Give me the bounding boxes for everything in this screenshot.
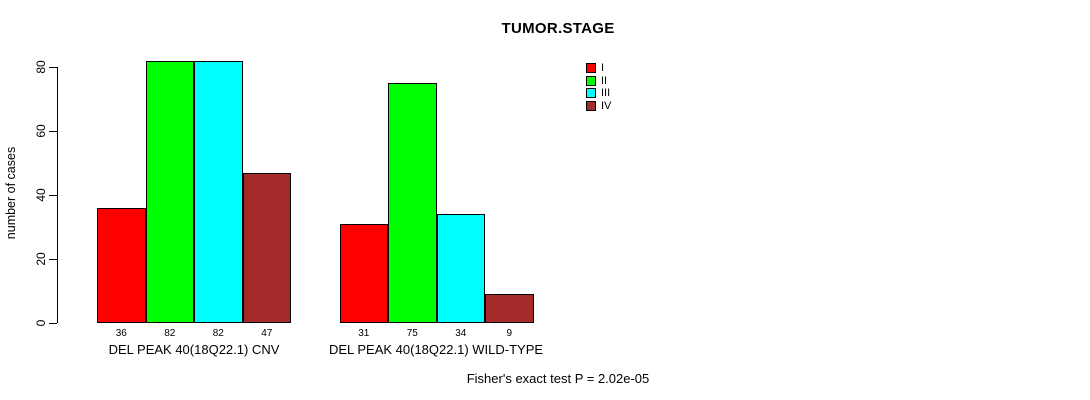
bar-value-label: 75 [406,328,418,339]
y-tick-mark [49,259,57,260]
y-tick-mark [49,323,57,324]
bar-stage-iv [242,172,291,323]
bar-stage-iii [436,214,485,323]
legend-item-stage-1: I [586,62,611,74]
legend-item-stage-2: II [586,74,611,87]
legend-swatch-icon [586,63,596,73]
chart-title: TUMOR.STAGE [501,20,615,37]
legend-swatch-icon [586,75,596,86]
legend-swatch-icon [586,88,596,98]
y-tick-label: 20 [34,252,48,266]
bar-value-label: 34 [455,328,467,339]
legend-label: I [601,62,605,74]
bar-stage-ii [145,60,194,323]
bar-value-label: 82 [164,328,176,339]
legend-label: II [601,74,608,87]
y-axis-label: number of cases [4,146,18,240]
bar-value-label: 36 [115,328,127,339]
bar-value-label: 82 [212,328,224,339]
x-group-label-cnv: DEL PEAK 40(18Q22.1) CNV [108,342,280,357]
bar-stage-i [339,223,388,323]
fisher-test-annotation: Fisher's exact test P = 2.02e-05 [466,371,650,386]
bar-value-label: 47 [261,328,273,339]
y-axis-line [57,67,58,323]
legend-item-stage-4: IV [586,99,612,112]
y-tick-label: 0 [34,319,48,327]
legend-label: IV [601,99,612,112]
bar-stage-iv [485,294,534,323]
y-tick-mark [49,195,57,196]
y-tick-mark [49,67,57,68]
bar-value-label: 9 [506,328,513,339]
y-tick-mark [49,131,57,132]
bar-stage-ii [388,83,437,323]
legend: I II III IV [586,63,611,111]
legend-item-stage-3: III [586,87,611,99]
bar-stage-i [97,207,146,323]
legend-swatch-icon [586,100,596,111]
y-tick-label: 60 [34,124,48,138]
y-tick-label: 80 [34,60,48,74]
y-tick-label: 40 [34,188,48,202]
legend-label: III [601,87,611,99]
x-group-label-wild-type: DEL PEAK 40(18Q22.1) WILD-TYPE [328,342,544,357]
bar-stage-iii [194,60,243,323]
bar-value-label: 31 [358,328,370,339]
